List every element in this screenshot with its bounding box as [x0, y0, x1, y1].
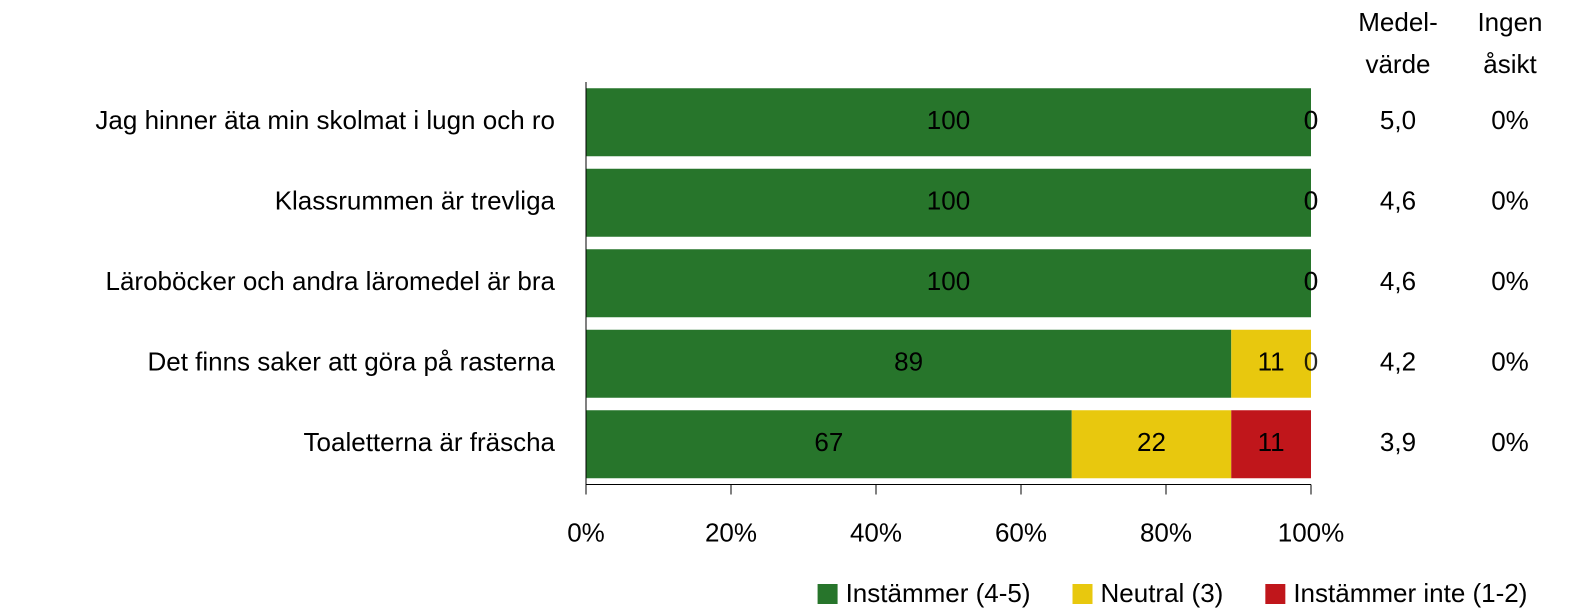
category-label: Läroböcker och andra läromedel är bra — [106, 266, 556, 296]
data-label: 89 — [894, 347, 923, 377]
column-value: 4,6 — [1380, 186, 1416, 216]
column-header: Ingen — [1477, 7, 1542, 37]
column-value: 0% — [1491, 105, 1529, 135]
x-tick-label: 40% — [850, 517, 902, 547]
bar-segment — [586, 168, 1311, 237]
bar-segment — [586, 249, 1311, 318]
column-value: 0% — [1491, 427, 1529, 457]
category-label: Det finns saker att göra på rasterna — [147, 347, 555, 377]
bar-segment — [586, 88, 1311, 157]
legend-label: Instämmer (4-5) — [846, 578, 1031, 608]
data-label: 0 — [1304, 266, 1318, 296]
column-value: 0% — [1491, 266, 1529, 296]
category-label: Klassrummen är trevliga — [275, 186, 556, 216]
x-tick-label: 20% — [705, 517, 757, 547]
data-label: 0 — [1304, 186, 1318, 216]
column-value: 5,0 — [1380, 105, 1416, 135]
data-label: 67 — [814, 427, 843, 457]
legend-swatch — [1265, 584, 1286, 604]
column-header: Medel- — [1358, 7, 1437, 37]
legend-swatch — [1072, 584, 1093, 604]
bar-segment — [1071, 410, 1232, 479]
data-label: 0 — [1304, 347, 1318, 377]
bar-segment — [586, 410, 1072, 479]
data-label: 100 — [927, 186, 970, 216]
column-header: åsikt — [1483, 49, 1537, 79]
column-header: värde — [1365, 49, 1430, 79]
data-label: 11 — [1258, 427, 1285, 457]
category-label: Jag hinner äta min skolmat i lugn och ro — [95, 105, 555, 135]
data-label: 11 — [1258, 347, 1285, 377]
x-tick-label: 80% — [1140, 517, 1192, 547]
x-tick-label: 100% — [1278, 517, 1345, 547]
column-value: 0% — [1491, 347, 1529, 377]
bar-segment — [1231, 329, 1311, 398]
bar-segment — [1231, 410, 1311, 479]
column-value: 0% — [1491, 186, 1529, 216]
category-label: Toaletterna är fräscha — [304, 427, 556, 457]
data-label: 0 — [1304, 105, 1318, 135]
column-value: 3,9 — [1380, 427, 1416, 457]
legend-label: Instämmer inte (1-2) — [1293, 578, 1527, 608]
column-value: 4,2 — [1380, 347, 1416, 377]
data-label: 0 — [1304, 266, 1318, 296]
legend-label: Neutral (3) — [1101, 578, 1224, 608]
column-value: 4,6 — [1380, 266, 1416, 296]
x-tick-label: 60% — [995, 517, 1047, 547]
legend-swatch — [817, 584, 838, 604]
x-tick-label: 0% — [567, 517, 605, 547]
data-label: 100 — [927, 266, 970, 296]
data-label: 0 — [1304, 186, 1318, 216]
data-label: 0 — [1304, 105, 1318, 135]
bar-segment — [586, 329, 1232, 398]
data-label: 22 — [1137, 427, 1166, 457]
data-label: 100 — [927, 105, 970, 135]
